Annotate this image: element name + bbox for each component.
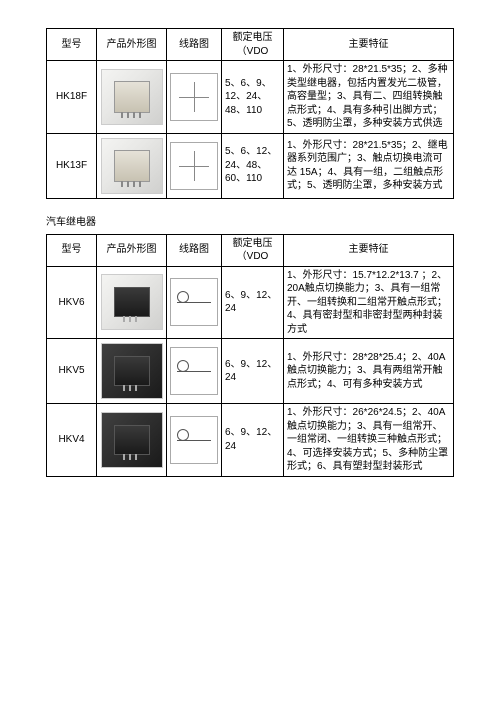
table-row: HK18F 5、6、9、12、24、48、110 1、外形尺寸：28*21.5*… [47, 61, 454, 134]
cell-photo [97, 339, 167, 404]
header-model: 型号 [47, 234, 97, 266]
relay-table-1: 型号 产品外形图 线路图 额定电压（VDO 主要特征 HK18F 5、6、9、1… [46, 28, 454, 199]
table-row: HKV5 6、9、12、24 1、外形尺寸：28*28*25.4；2、40A触点… [47, 339, 454, 404]
cell-circuit [167, 339, 222, 404]
cell-voltage: 6、9、12、24 [222, 266, 284, 339]
header-feature: 主要特征 [284, 29, 454, 61]
cell-model: HK13F [47, 133, 97, 198]
circuit-diagram [170, 347, 218, 395]
cell-photo [97, 61, 167, 134]
circuit-diagram [170, 142, 218, 190]
cell-photo [97, 133, 167, 198]
product-photo [101, 343, 163, 399]
header-model: 型号 [47, 29, 97, 61]
header-voltage: 额定电压（VDO [222, 234, 284, 266]
header-circuit: 线路图 [167, 234, 222, 266]
header-voltage: 额定电压（VDO [222, 29, 284, 61]
cell-feature: 1、外形尺寸：26*26*24.5；2、40A触点切换能力；3、具有一组常开、一… [284, 404, 454, 477]
cell-photo [97, 404, 167, 477]
cell-model: HKV5 [47, 339, 97, 404]
relay-table-2: 型号 产品外形图 线路图 额定电压（VDO 主要特征 HKV6 6、9、12、2… [46, 234, 454, 477]
section-title: 汽车继电器 [46, 213, 454, 228]
cell-feature: 1、外形尺寸：28*21.5*35；2、继电器系列范围广；3、触点切换电流可达 … [284, 133, 454, 198]
table-row: HKV4 6、9、12、24 1、外形尺寸：26*26*24.5；2、40A触点… [47, 404, 454, 477]
cell-model: HK18F [47, 61, 97, 134]
product-photo [101, 69, 163, 125]
circuit-diagram [170, 278, 218, 326]
cell-circuit [167, 133, 222, 198]
cell-feature: 1、外形尺寸：28*21.5*35；2、多种类型继电器，包括内置发光二极管，高容… [284, 61, 454, 134]
product-photo [101, 274, 163, 330]
table-header-row: 型号 产品外形图 线路图 额定电压（VDO 主要特征 [47, 29, 454, 61]
cell-model: HKV6 [47, 266, 97, 339]
header-feature: 主要特征 [284, 234, 454, 266]
header-circuit: 线路图 [167, 29, 222, 61]
header-photo: 产品外形图 [97, 29, 167, 61]
cell-circuit [167, 61, 222, 134]
cell-voltage: 6、9、12、24 [222, 339, 284, 404]
table-row: HKV6 6、9、12、24 1、外形尺寸：15.7*12.2*13.7 ；2、… [47, 266, 454, 339]
cell-feature: 1、外形尺寸：28*28*25.4；2、40A触点切换能力；3、具有两组常开触点… [284, 339, 454, 404]
product-photo [101, 138, 163, 194]
cell-voltage: 5、6、9、12、24、48、110 [222, 61, 284, 134]
cell-photo [97, 266, 167, 339]
cell-model: HKV4 [47, 404, 97, 477]
table-row: HK13F 5、6、12、24、48、60、110 1、外形尺寸：28*21.5… [47, 133, 454, 198]
cell-voltage: 5、6、12、24、48、60、110 [222, 133, 284, 198]
cell-feature: 1、外形尺寸：15.7*12.2*13.7 ；2、20A触点切换能力；3、具有一… [284, 266, 454, 339]
cell-circuit [167, 404, 222, 477]
table-header-row: 型号 产品外形图 线路图 额定电压（VDO 主要特征 [47, 234, 454, 266]
cell-circuit [167, 266, 222, 339]
circuit-diagram [170, 73, 218, 121]
circuit-diagram [170, 416, 218, 464]
header-photo: 产品外形图 [97, 234, 167, 266]
product-photo [101, 412, 163, 468]
cell-voltage: 6、9、12、24 [222, 404, 284, 477]
